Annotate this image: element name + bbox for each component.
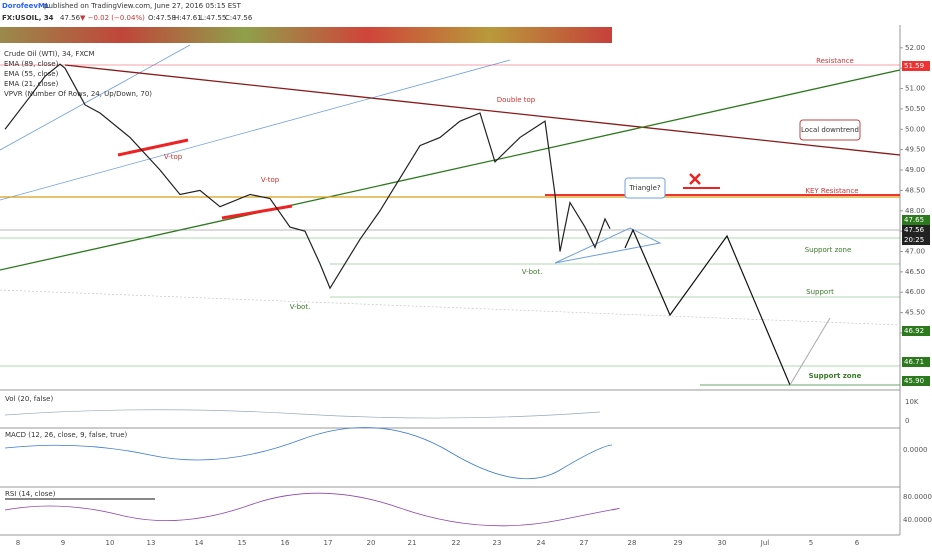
price-tag: 51.59 [904, 62, 924, 70]
x-tick-label: 23 [493, 539, 502, 547]
y-tick-label: 49.50 [905, 146, 925, 154]
x-tick-label: 13 [147, 539, 156, 547]
pane-label: MACD (12, 26, close, 9, false, true) [5, 431, 128, 439]
price-tag-bg [902, 61, 930, 71]
annotation: Double top [497, 96, 536, 104]
price-line [4, 63, 611, 290]
legend-entry: EMA (21, close) [4, 80, 59, 88]
annotation: KEY Resistance [805, 187, 858, 195]
y-tick-label: 52.00 [905, 44, 925, 52]
y-tick-label: 45.50 [905, 309, 925, 317]
close: C:47.56 [225, 14, 253, 22]
pane-label: Vol (20, false) [5, 395, 53, 403]
x-tick-label: 8 [16, 539, 20, 547]
x-tick-label: 6 [855, 539, 860, 547]
annotation: Triangle? [628, 184, 660, 192]
x-tick-label: 15 [238, 539, 247, 547]
price-tag: 46.71 [904, 358, 924, 366]
x-tick-label: 14 [195, 539, 204, 547]
legend-entry: EMA (89, close) [4, 60, 59, 68]
x-tick-label: 30 [718, 539, 727, 547]
y-tick-label: 50.00 [905, 125, 925, 133]
heat-strip [0, 27, 612, 43]
pane-tick: 0 [905, 417, 909, 425]
price-tag: 45.90 [904, 377, 924, 385]
annotation: Resistance [816, 57, 854, 65]
change: ▼ −0.02 (−0.04%) [80, 14, 145, 22]
high: H:47.61 [174, 14, 202, 22]
y-tick-label: 51.00 [905, 85, 925, 93]
rsi-sketch [4, 492, 620, 527]
annotation: V-top [261, 176, 280, 184]
annotation: V-bot. [522, 268, 543, 276]
x-tick-label: 20 [367, 539, 376, 547]
price-tag-bg [902, 376, 930, 386]
x-tick-label: 16 [281, 539, 290, 547]
x-tick-label: 22 [452, 539, 461, 547]
vol-sketch [4, 409, 601, 419]
price-tag: 47.56 [904, 226, 925, 234]
x-tick-label: 29 [674, 539, 683, 547]
legend-entry: Crude Oil (WTI), 34, FXCM [4, 50, 95, 58]
last: 47.56 [60, 14, 81, 22]
x-tick-label: 24 [537, 539, 546, 547]
x-tick-label: 10 [106, 539, 115, 547]
price-tag-bg [902, 357, 930, 367]
price-tag-bg [902, 235, 930, 245]
y-tick-label: 46.00 [905, 288, 925, 296]
price-tag: 20:25 [904, 236, 924, 244]
low: L:47.55 [200, 14, 226, 22]
legend-entry: VPVR (Number Of Rows, 24, Up/Down, 70) [4, 90, 152, 98]
annotation: Support [806, 288, 834, 296]
drawings [0, 44, 901, 386]
x-tick-label: 9 [61, 539, 65, 547]
x-tick-label: Jul [760, 539, 770, 547]
x-tick-label: 5 [809, 539, 813, 547]
y-tick-label: 50.50 [905, 105, 925, 113]
pane-tick: 10K [905, 398, 919, 406]
x-tick-label: 17 [324, 539, 333, 547]
annotation: Support zone [809, 372, 862, 380]
y-tick-label: 48.00 [905, 207, 925, 215]
price-tag: 47.65 [904, 216, 924, 224]
annotation: Local downtrend [801, 126, 859, 134]
published: published on TradingView.com, June 27, 2… [44, 2, 242, 10]
x-tick-label: 27 [580, 539, 589, 547]
x-tick-label: 21 [408, 539, 417, 547]
pane-tick: 40.0000 [903, 516, 932, 524]
legend-entry: EMA (55, close) [4, 70, 59, 78]
symbol: FX:USOIL, 34 [2, 14, 54, 22]
y-tick-label: 48.50 [905, 186, 925, 194]
price-tag-bg [902, 215, 930, 225]
price-tag-bg [902, 326, 930, 336]
pane-tick: 0.0000 [903, 446, 928, 454]
annotation: V-top [164, 153, 183, 161]
macd-sketch [4, 427, 613, 480]
y-tick-label: 46.50 [905, 268, 925, 276]
pane-tick: 80.0000 [903, 493, 932, 501]
price-tag: 46.92 [904, 327, 924, 335]
y-tick-label: 47.00 [905, 247, 925, 255]
price-tag-bg [902, 225, 930, 235]
y-tick-label: 49.00 [905, 166, 925, 174]
x-tick-label: 28 [628, 539, 637, 547]
open: O:47.58 [148, 14, 176, 22]
annotation: V-bot. [290, 303, 311, 311]
annotation: Support zone [805, 246, 852, 254]
pane-label: RSI (14, close) [5, 490, 56, 498]
author: DorofeevML [2, 2, 50, 10]
